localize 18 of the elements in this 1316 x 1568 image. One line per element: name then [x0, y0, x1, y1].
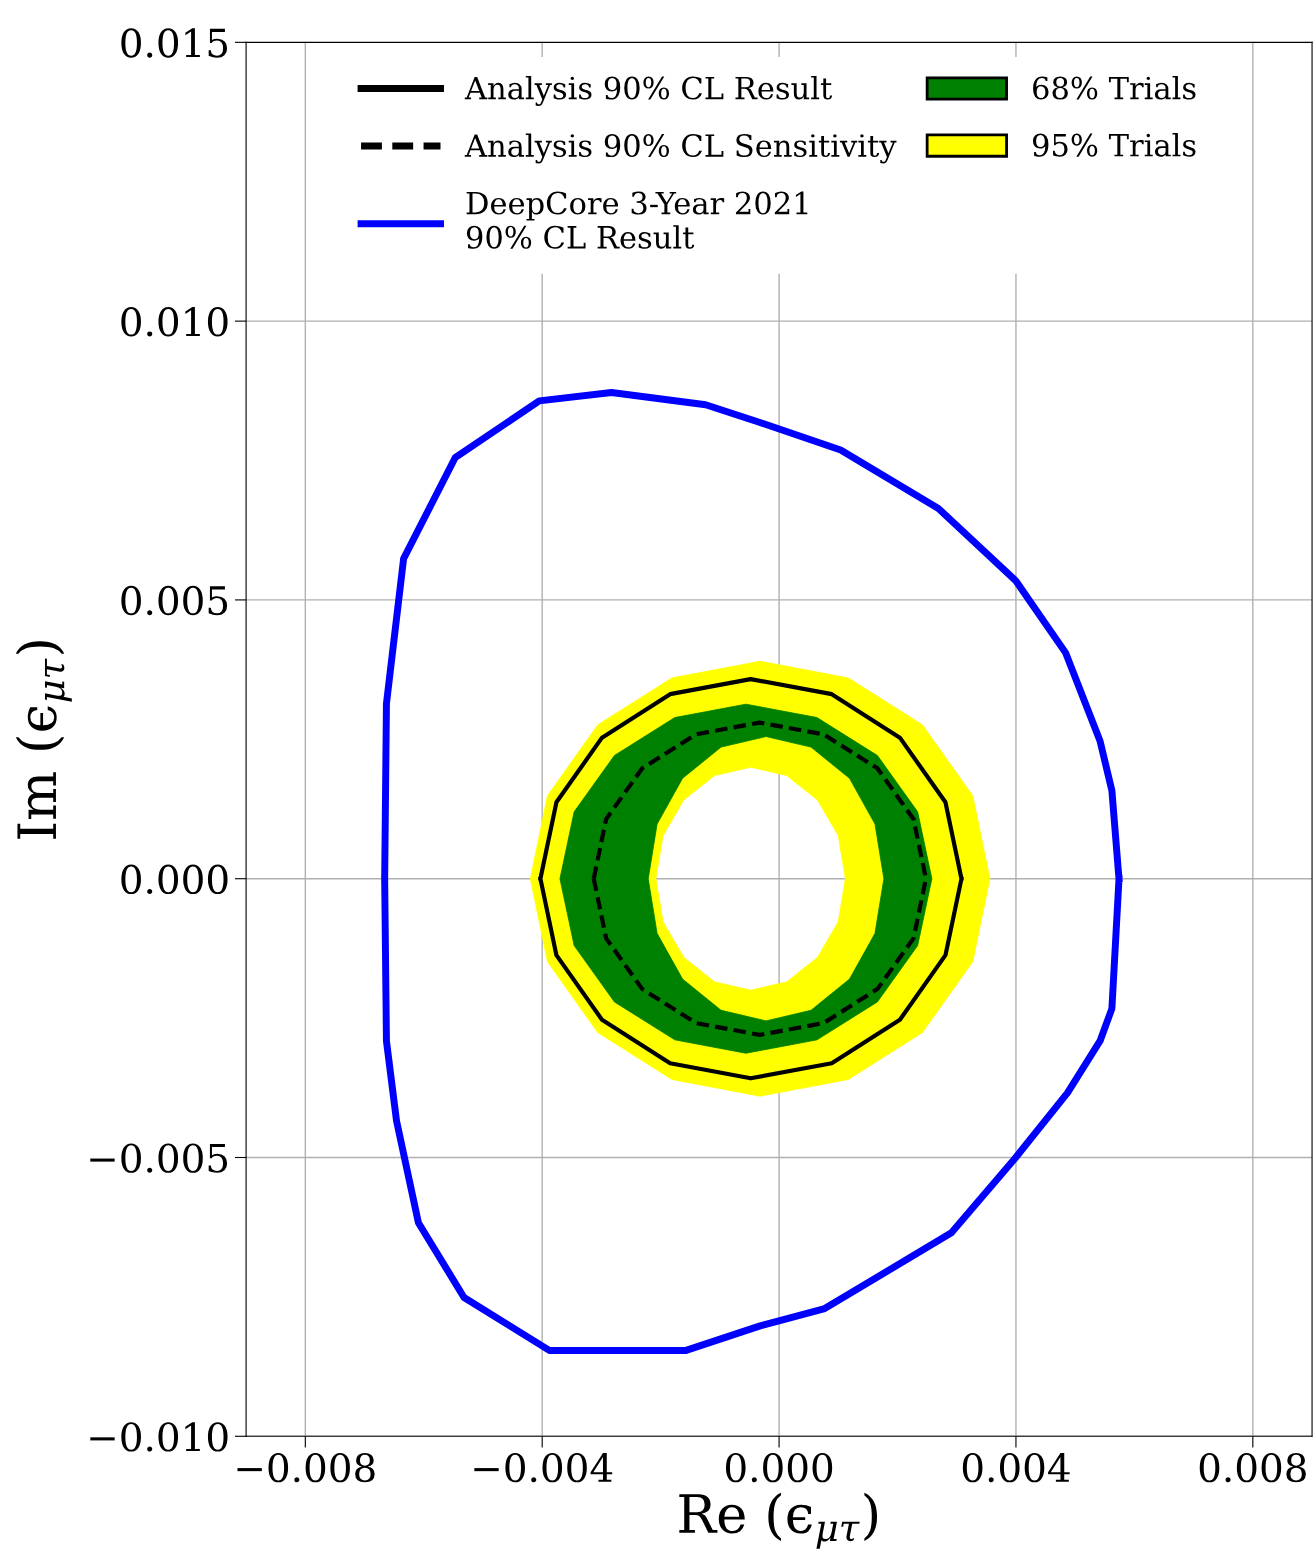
y-tick-label: 0.010 [121, 307, 228, 337]
x-tick-label: 0.000 [725, 1452, 833, 1483]
legend-label: 95% Trials [1032, 133, 1196, 157]
x-axis-title: Re (ϵ$_{μτ}$) [679, 1492, 878, 1549]
x-tick-label: 0.008 [1199, 1452, 1306, 1483]
y-tick-label: 0.015 [121, 28, 228, 58]
x-tick-label: −0.004 [474, 1452, 613, 1483]
y-tick-label: 0.005 [121, 585, 228, 616]
legend-label: Analysis 90% CL Result [464, 75, 833, 106]
legend-label: DeepCore 3-Year 2021 90% CL Result [466, 191, 808, 249]
x-tick-label: −0.008 [237, 1452, 375, 1483]
y-tick-label: −0.005 [90, 1143, 228, 1173]
y-axis-title: Im (ϵ$_{μτ}$) [15, 641, 72, 839]
x-tick-label: 0.004 [962, 1452, 1070, 1483]
legend-label: 68% Trials [1033, 75, 1196, 100]
legend-label: Analysis 90% CL Sensitivity [464, 133, 897, 164]
y-tick-label: 0.000 [121, 864, 228, 895]
y-tick-label: −0.010 [90, 1422, 228, 1452]
